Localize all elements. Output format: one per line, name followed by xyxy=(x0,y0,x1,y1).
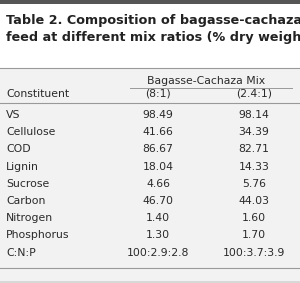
Text: (2.4:1): (2.4:1) xyxy=(236,89,272,99)
Text: 1.30: 1.30 xyxy=(146,230,170,240)
Text: Phosphorus: Phosphorus xyxy=(6,230,70,240)
Text: Bagasse-Cachaza Mix: Bagasse-Cachaza Mix xyxy=(147,76,265,86)
Text: Cellulose: Cellulose xyxy=(6,127,56,137)
Text: 1.70: 1.70 xyxy=(242,230,266,240)
Text: feed at different mix ratios (% dry weight): feed at different mix ratios (% dry weig… xyxy=(6,31,300,44)
Bar xyxy=(0,4,300,68)
Text: Table 2. Composition of bagasse-cachaza: Table 2. Composition of bagasse-cachaza xyxy=(6,14,300,27)
Text: 18.04: 18.04 xyxy=(142,162,173,171)
Text: 5.76: 5.76 xyxy=(242,179,266,189)
Text: 98.49: 98.49 xyxy=(142,110,173,120)
Text: Nitrogen: Nitrogen xyxy=(6,213,53,223)
Text: 46.70: 46.70 xyxy=(142,196,173,206)
Text: VS: VS xyxy=(6,110,20,120)
Text: 1.60: 1.60 xyxy=(242,213,266,223)
Text: 82.71: 82.71 xyxy=(238,144,269,155)
Text: (8:1): (8:1) xyxy=(145,89,171,99)
Text: 4.66: 4.66 xyxy=(146,179,170,189)
Bar xyxy=(0,0,300,4)
Text: 44.03: 44.03 xyxy=(238,196,269,206)
Text: COD: COD xyxy=(6,144,31,155)
Text: 14.33: 14.33 xyxy=(238,162,269,171)
Text: Constituent: Constituent xyxy=(6,89,69,99)
Text: Carbon: Carbon xyxy=(6,196,45,206)
Text: 34.39: 34.39 xyxy=(238,127,269,137)
Text: C:N:P: C:N:P xyxy=(6,248,36,258)
Text: 98.14: 98.14 xyxy=(238,110,269,120)
Text: 41.66: 41.66 xyxy=(142,127,173,137)
Text: Sucrose: Sucrose xyxy=(6,179,49,189)
Bar xyxy=(0,68,300,281)
Text: Lignin: Lignin xyxy=(6,162,39,171)
Text: 1.40: 1.40 xyxy=(146,213,170,223)
Text: 100:2.9:2.8: 100:2.9:2.8 xyxy=(127,248,189,258)
Text: 86.67: 86.67 xyxy=(142,144,173,155)
Text: 100:3.7:3.9: 100:3.7:3.9 xyxy=(223,248,285,258)
